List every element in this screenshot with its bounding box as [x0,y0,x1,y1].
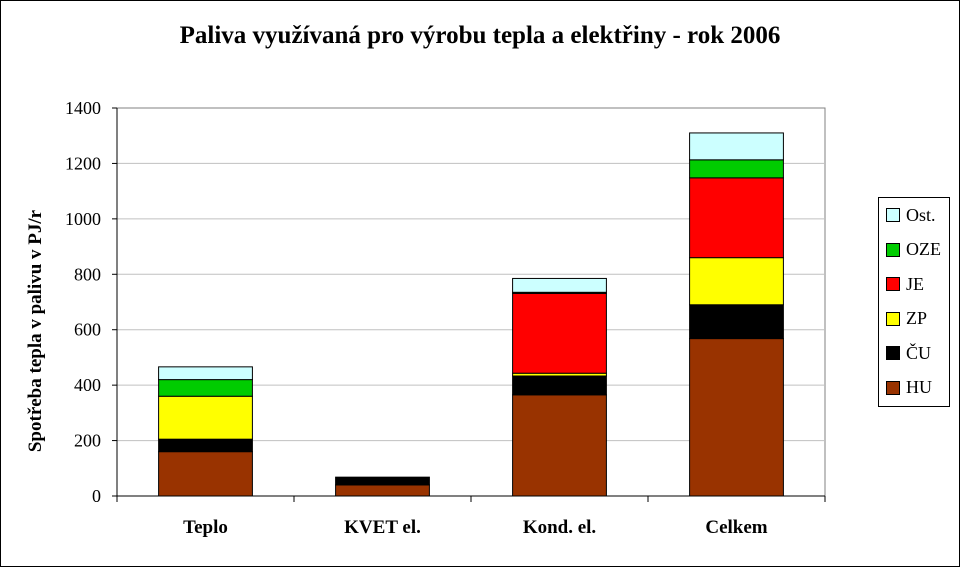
legend-label: ZP [906,308,928,328]
legend-item: ČU [886,343,931,363]
y-tick-label: 600 [74,320,101,340]
legend-item: JE [886,274,924,294]
y-tick-label: 200 [74,431,101,451]
legend-item: HU [886,377,932,398]
bar-segment-ZP [689,257,784,306]
bar-segment-Ost. [158,366,253,381]
bar-segment-OZE [689,159,784,179]
x-tick-label: KVET el. [344,517,421,538]
bar-segment-Ost. [689,132,784,161]
bar-segment-Ost. [512,277,607,293]
legend-swatch [886,346,900,360]
bar-segment-ČU [512,375,607,396]
chart-legend: Ost. OZE JE ZP ČU HU [878,197,950,407]
y-tick-label: 1000 [65,209,101,229]
legend-label: HU [906,377,932,397]
bar-segment-ZP [158,395,253,440]
y-tick-label: 1400 [65,98,101,118]
legend-item: Ost. [886,205,936,225]
legend-item: ZP [886,308,928,329]
y-tick-label: 800 [74,264,101,284]
legend-label: ČU [906,342,932,363]
bar-segment-JE [689,177,784,259]
legend-swatch [886,208,900,222]
legend-swatch [886,311,900,326]
legend-label: JE [906,273,924,294]
bar-segment-OZE [158,379,253,397]
legend-item: OZE [886,239,941,260]
x-tick-label: Celkem [705,517,767,538]
legend-swatch [886,277,900,291]
legend-swatch [886,380,900,395]
legend-label: Ost. [906,204,936,225]
bar-segment-HU [512,394,607,497]
bar-segment-HU [158,451,253,497]
bar-segment-JE [512,292,607,374]
bar-segment-ČU [335,476,430,486]
bar-segment-HU [689,338,784,497]
y-tick-label: 0 [92,486,101,506]
bar-segment-HU [335,484,430,497]
x-tick-label: Kond. el. [523,517,596,538]
bar-segment-ČU [689,304,784,340]
chart-title: Paliva využívaná pro výrobu tepla a elek… [179,22,781,49]
y-tick-label: 400 [74,375,101,395]
bar-segment-ČU [158,438,253,453]
x-tick-label: Teplo [183,517,228,538]
legend-swatch [886,242,900,257]
legend-label: OZE [906,239,941,259]
y-tick-label: 1200 [65,153,101,173]
